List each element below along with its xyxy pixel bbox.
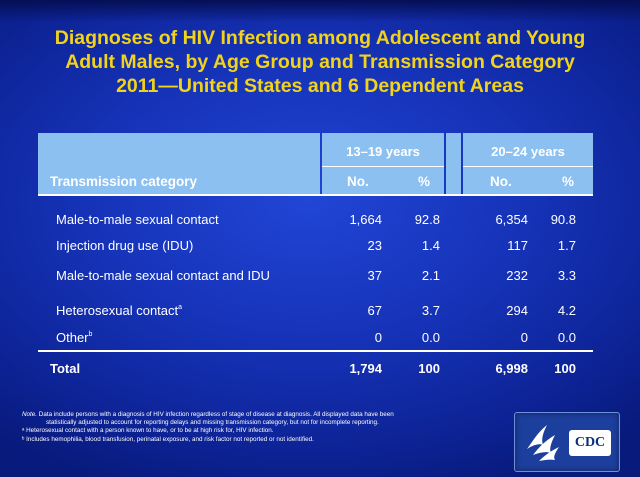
title-line-2: Adult Males, by Age Group and Transmissi…	[65, 51, 575, 73]
cell-no-13-19: 23	[367, 238, 382, 253]
header-bottom-rule	[38, 194, 593, 196]
total-pct-13-19: 100	[418, 361, 440, 376]
column-header-category: Transmission category	[50, 174, 198, 189]
total-row: Total 1,794 100 6,998 100	[0, 361, 640, 381]
footnote-marker-a: a	[178, 304, 183, 311]
cell-pct-13-19: 3.7	[421, 303, 440, 318]
column-header-pct-1: %	[418, 174, 431, 189]
title-line-1: Diagnoses of HIV Infection among Adolesc…	[54, 27, 586, 49]
cell-pct-20-24: 1.7	[557, 238, 576, 253]
cell-pct-13-19: 1.4	[421, 238, 440, 253]
cdc-logo: CDC	[569, 430, 611, 456]
row-label-text: Other	[56, 330, 89, 345]
table-row: Male-to-male sexual contact and IDU 37 2…	[0, 268, 640, 288]
total-rule	[38, 350, 593, 352]
logo-panel: CDC	[514, 412, 620, 472]
group-rule-1	[322, 166, 444, 167]
group-rule-2	[463, 166, 593, 167]
note-text-1: Data include persons with a diagnosis of…	[37, 411, 394, 418]
cell-no-20-24: 6,354	[495, 212, 528, 227]
cell-no-13-19: 0	[374, 330, 382, 345]
cell-no-13-19: 37	[367, 268, 382, 283]
total-pct-20-24: 100	[554, 361, 576, 376]
footnotes: Note. Data include persons with a diagno…	[22, 411, 502, 444]
total-label: Total	[50, 361, 81, 376]
header-bg-left	[38, 133, 320, 195]
column-header-no-1: No.	[347, 174, 369, 189]
note-prefix: Note.	[22, 411, 38, 418]
cell-pct-20-24: 90.8	[550, 212, 576, 227]
cell-pct-13-19: 92.8	[414, 212, 440, 227]
cell-no-13-19: 1,664	[349, 212, 382, 227]
row-label: Male-to-male sexual contact	[56, 212, 219, 227]
row-label: Heterosexual contacta	[56, 303, 182, 318]
cell-pct-20-24: 4.2	[557, 303, 576, 318]
row-label-text: Heterosexual contact	[56, 303, 179, 318]
cell-pct-20-24: 3.3	[557, 268, 576, 283]
total-no-13-19: 1,794	[349, 361, 382, 376]
header-bg-gap	[446, 133, 461, 195]
table-row: Male-to-male sexual contact 1,664 92.8 6…	[0, 212, 640, 232]
note-line-2: statistically adjusted to account for re…	[46, 419, 379, 427]
cell-pct-20-24: 0.0	[557, 330, 576, 345]
note-line-1: Note. Data include persons with a diagno…	[22, 411, 502, 419]
row-label: Injection drug use (IDU)	[56, 238, 194, 253]
row-label: Otherb	[56, 330, 92, 345]
total-no-20-24: 6,998	[495, 361, 528, 376]
footnote-marker-b: b	[88, 331, 93, 338]
cell-no-20-24: 294	[506, 303, 528, 318]
group-header-13-19: 13–19 years	[346, 144, 420, 159]
column-header-pct-2: %	[562, 174, 575, 189]
cell-no-20-24: 232	[506, 268, 528, 283]
group-header-20-24: 20–24 years	[491, 144, 565, 159]
cell-no-13-19: 67	[367, 303, 382, 318]
row-label: Male-to-male sexual contact and IDU	[56, 268, 270, 283]
hhs-eagle-icon	[527, 425, 559, 461]
column-header-no-2: No.	[490, 174, 512, 189]
slide-title: Diagnoses of HIV Infection among Adolesc…	[20, 26, 620, 98]
table-row: Injection drug use (IDU) 23 1.4 117 1.7	[0, 238, 640, 258]
table-row: Otherb 0 0.0 0 0.0	[0, 330, 640, 350]
cell-no-20-24: 0	[520, 330, 528, 345]
cell-pct-13-19: 0.0	[421, 330, 440, 345]
cell-pct-13-19: 2.1	[421, 268, 440, 283]
title-line-3: 2011—United States and 6 Dependent Areas	[116, 75, 524, 97]
footnote-b: ᵇ Includes hemophilia, blood transfusion…	[22, 435, 314, 443]
table-row: Heterosexual contacta 67 3.7 294 4.2	[0, 303, 640, 323]
footnote-a: ᵃ Heterosexual contact with a person kno…	[22, 427, 274, 435]
cell-no-20-24: 117	[507, 238, 528, 253]
header-bg-group2	[463, 133, 593, 195]
header-bg-group1	[322, 133, 444, 195]
